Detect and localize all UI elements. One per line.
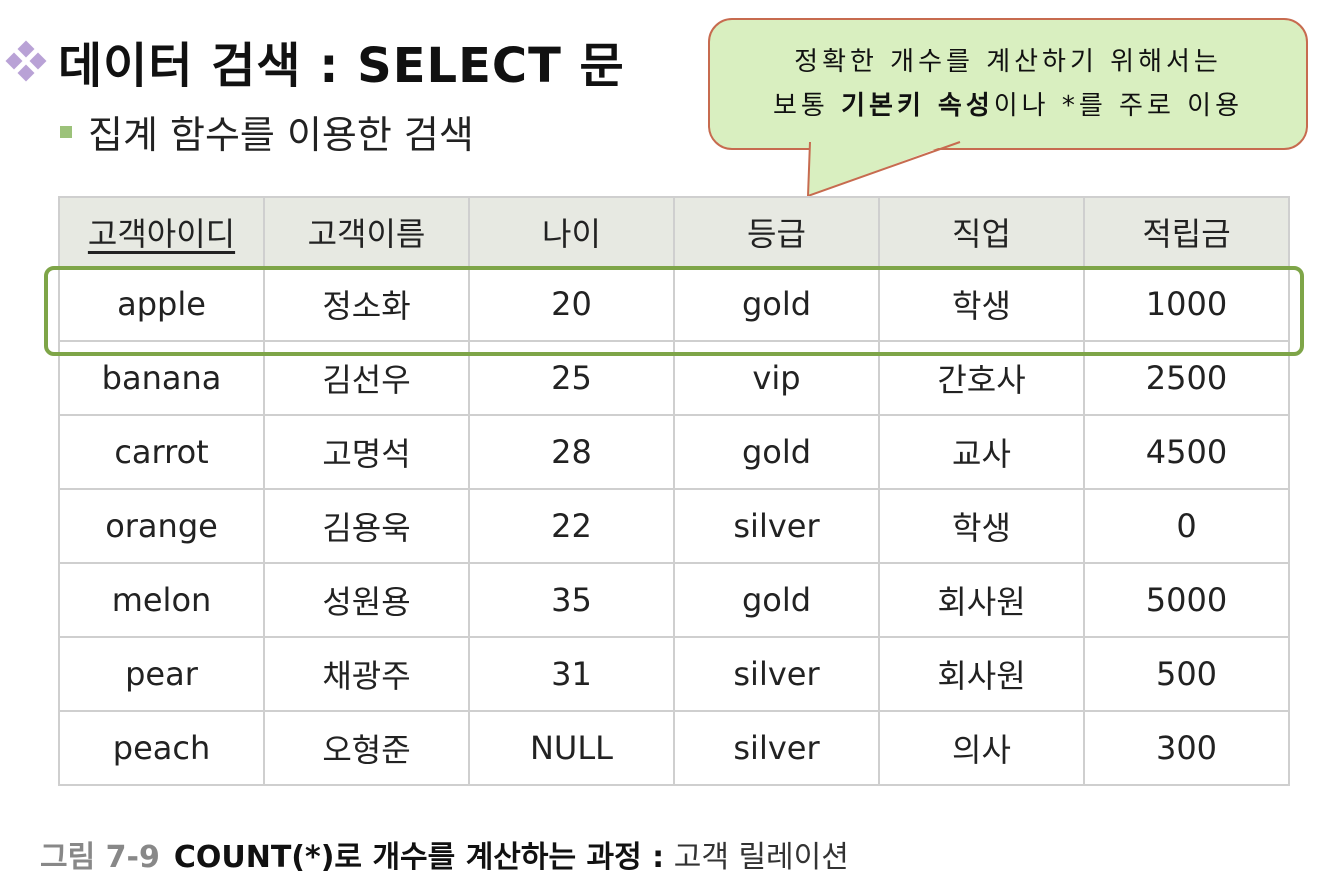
cell-customer-name: 성원용 <box>263 562 470 638</box>
title-row: 데이터 검색 : SELECT 문 <box>5 26 625 96</box>
cell-job: 학생 <box>878 488 1085 564</box>
table-row: orange 김용욱 22 silver 학생 0 <box>58 488 1290 564</box>
table-header-row: 고객아이디 고객이름 나이 등급 직업 적립금 <box>58 196 1290 268</box>
callout-line-2: 보통 기본키 속성이나 *를 주로 이용 <box>773 84 1243 128</box>
callout-line-2-prefix: 보통 <box>773 91 842 121</box>
cell-grade: silver <box>673 488 880 564</box>
figure-caption-rest: 고객 릴레이션 <box>664 840 849 875</box>
cell-grade: gold <box>673 414 880 490</box>
page-subtitle: 집계 함수를 이용한 검색 <box>88 113 474 157</box>
cell-customer-id: melon <box>58 562 265 638</box>
callout-bubble: 정확한 개수를 계산하기 위해서는 보통 기본키 속성이나 *를 주로 이용 <box>708 18 1308 150</box>
diamond-bullet-icon <box>5 40 47 82</box>
callout-line-1: 정확한 개수를 계산하기 위해서는 <box>794 47 1222 77</box>
cell-customer-id: orange <box>58 488 265 564</box>
cell-customer-id: apple <box>58 266 265 342</box>
cell-customer-name: 김선우 <box>263 340 470 416</box>
table-row: peach 오형준 NULL silver 의사 300 <box>58 710 1290 786</box>
cell-customer-name: 정소화 <box>263 266 470 342</box>
cell-age: NULL <box>468 710 675 786</box>
header-customer-id: 고객아이디 <box>58 196 265 268</box>
cell-age: 22 <box>468 488 675 564</box>
header-job: 직업 <box>878 196 1085 268</box>
callout-line-2-bold: 기본키 속성 <box>841 91 994 121</box>
cell-job: 학생 <box>878 266 1085 342</box>
cell-points: 2500 <box>1083 340 1290 416</box>
cell-points: 1000 <box>1083 266 1290 342</box>
cell-grade: gold <box>673 562 880 638</box>
cell-age: 28 <box>468 414 675 490</box>
cell-customer-name: 김용욱 <box>263 488 470 564</box>
cell-job: 회사원 <box>878 636 1085 712</box>
cell-customer-id: carrot <box>58 414 265 490</box>
cell-points: 5000 <box>1083 562 1290 638</box>
cell-points: 0 <box>1083 488 1290 564</box>
cell-customer-id: pear <box>58 636 265 712</box>
table-row: melon 성원용 35 gold 회사원 5000 <box>58 562 1290 638</box>
cell-points: 500 <box>1083 636 1290 712</box>
cell-customer-name: 채광주 <box>263 636 470 712</box>
header-customer-name: 고객이름 <box>263 196 470 268</box>
cell-grade: gold <box>673 266 880 342</box>
table-row: pear 채광주 31 silver 회사원 500 <box>58 636 1290 712</box>
customer-table: 고객아이디 고객이름 나이 등급 직업 적립금 apple 정소화 20 gol… <box>58 196 1290 786</box>
cell-job: 교사 <box>878 414 1085 490</box>
cell-job: 간호사 <box>878 340 1085 416</box>
table-row: banana 김선우 25 vip 간호사 2500 <box>58 340 1290 416</box>
header-points: 적립금 <box>1083 196 1290 268</box>
cell-grade: silver <box>673 636 880 712</box>
figure-number: 그림 7-9 <box>40 840 160 875</box>
cell-age: 31 <box>468 636 675 712</box>
cell-job: 의사 <box>878 710 1085 786</box>
customer-table-wrap: 고객아이디 고객이름 나이 등급 직업 적립금 apple 정소화 20 gol… <box>58 196 1290 786</box>
cell-customer-id: peach <box>58 710 265 786</box>
cell-grade: silver <box>673 710 880 786</box>
square-bullet-icon <box>60 125 72 138</box>
callout-line-2-suffix: 이나 *를 주로 이용 <box>993 91 1243 121</box>
figure-caption: 그림 7-9 COUNT(*)로 개수를 계산하는 과정 : 고객 릴레이션 <box>40 832 849 876</box>
cell-age: 20 <box>468 266 675 342</box>
cell-age: 35 <box>468 562 675 638</box>
cell-customer-name: 고명석 <box>263 414 470 490</box>
header-age: 나이 <box>468 196 675 268</box>
cell-points: 4500 <box>1083 414 1290 490</box>
subtitle-row: 집계 함수를 이용한 검색 <box>60 104 474 159</box>
table-row: apple 정소화 20 gold 학생 1000 <box>58 266 1290 342</box>
figure-caption-bold: COUNT(*)로 개수를 계산하는 과정 : <box>173 840 665 875</box>
cell-customer-name: 오형준 <box>263 710 470 786</box>
callout-tail <box>806 140 961 198</box>
page-title: 데이터 검색 : SELECT 문 <box>58 38 625 94</box>
cell-points: 300 <box>1083 710 1290 786</box>
cell-job: 회사원 <box>878 562 1085 638</box>
cell-customer-id: banana <box>58 340 265 416</box>
cell-age: 25 <box>468 340 675 416</box>
table-row: carrot 고명석 28 gold 교사 4500 <box>58 414 1290 490</box>
header-grade: 등급 <box>673 196 880 268</box>
cell-grade: vip <box>673 340 880 416</box>
